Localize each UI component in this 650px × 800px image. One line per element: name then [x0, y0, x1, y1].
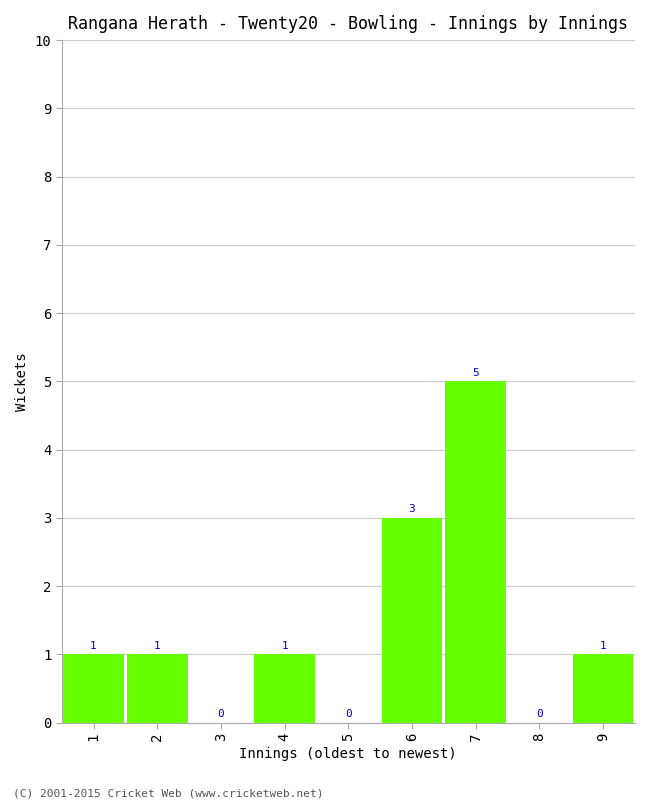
Text: 0: 0	[536, 710, 543, 719]
Bar	[573, 654, 633, 722]
Bar	[254, 654, 315, 722]
Text: 1: 1	[90, 641, 97, 651]
Y-axis label: Wickets: Wickets	[15, 352, 29, 410]
Text: 1: 1	[154, 641, 161, 651]
Text: 0: 0	[345, 710, 352, 719]
Bar	[63, 654, 124, 722]
Text: (C) 2001-2015 Cricket Web (www.cricketweb.net): (C) 2001-2015 Cricket Web (www.cricketwe…	[13, 788, 324, 798]
X-axis label: Innings (oldest to newest): Innings (oldest to newest)	[239, 747, 457, 761]
Text: 5: 5	[473, 368, 479, 378]
Text: 1: 1	[600, 641, 606, 651]
Bar	[382, 518, 442, 722]
Bar	[445, 382, 506, 722]
Bar	[127, 654, 187, 722]
Title: Rangana Herath - Twenty20 - Bowling - Innings by Innings: Rangana Herath - Twenty20 - Bowling - In…	[68, 15, 629, 33]
Text: 1: 1	[281, 641, 288, 651]
Text: 3: 3	[409, 505, 415, 514]
Text: 0: 0	[218, 710, 224, 719]
